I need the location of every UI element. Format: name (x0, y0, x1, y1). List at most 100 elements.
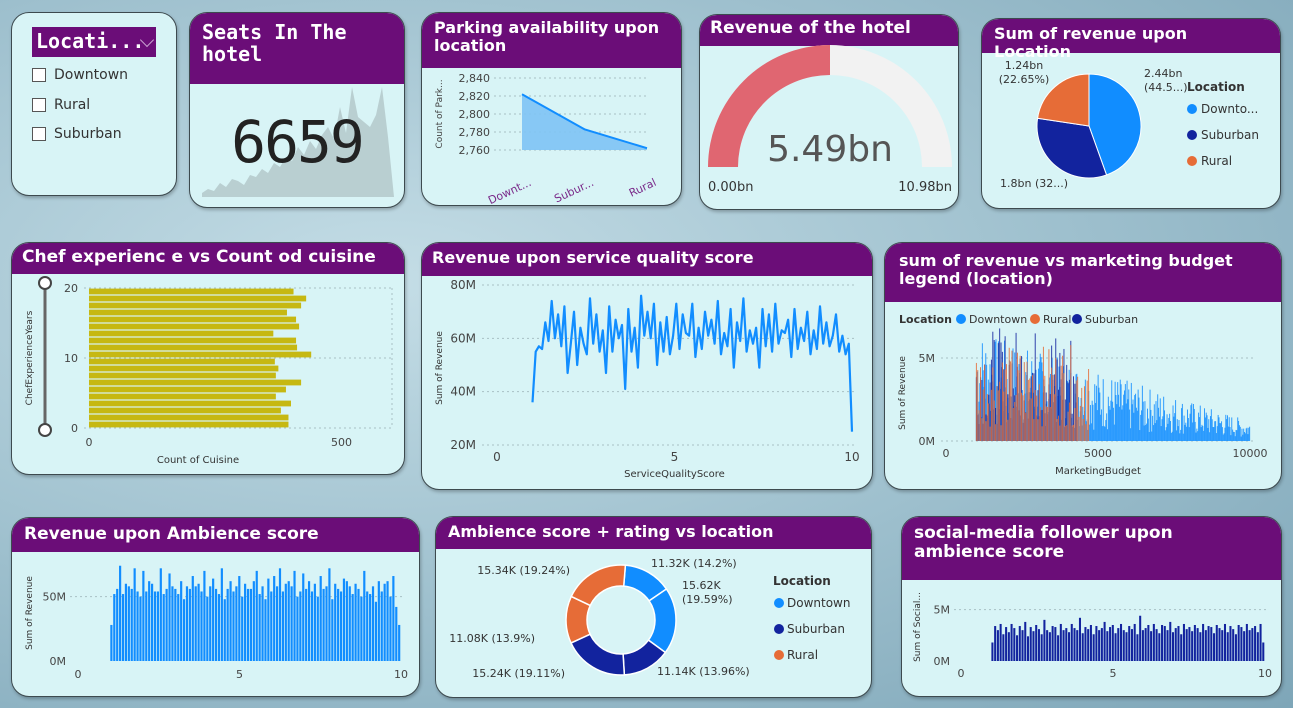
line-series (531, 294, 854, 432)
bar (1087, 629, 1090, 661)
bar (383, 583, 386, 661)
ambience-donut-chart[interactable]: 11.32K (14.2%) 15.62K(19.59%) 11.14K (13.9… (436, 517, 872, 698)
seats-card: Seats In The hotel 6659 (189, 12, 405, 208)
bar (113, 594, 116, 661)
legend-title: Location (773, 574, 831, 588)
legend-entry: Suburban (1201, 128, 1259, 142)
bar (307, 581, 311, 661)
social-bar-chart[interactable]: 5M 0M 0 5 10 Sum of Social... (902, 517, 1282, 697)
x-axis-label: Count of Cuisine (157, 455, 239, 466)
slicer-header[interactable]: Locati... (32, 27, 156, 57)
bar (281, 591, 284, 661)
bar (1223, 623, 1227, 661)
y-axis-label: Count of Park... (435, 79, 445, 148)
bar (1177, 626, 1180, 661)
bar (1158, 633, 1161, 661)
bar (136, 591, 139, 661)
data-label: 15.24K (19.11%) (472, 667, 565, 680)
bar (150, 583, 154, 661)
checkbox[interactable] (32, 68, 46, 82)
bar (1180, 634, 1183, 661)
bar (145, 591, 148, 661)
bar (185, 586, 189, 661)
bar (203, 570, 206, 661)
data-label: 2.44bn (1144, 67, 1182, 80)
chef-bar-chart[interactable]: 0 500 20 10 0 Count of Cuisine ChefExperienceY… (12, 243, 405, 475)
bar (1054, 627, 1057, 661)
bar (366, 591, 369, 661)
legend-entry: Suburban (1085, 313, 1138, 326)
bar (290, 586, 293, 661)
y-tick-label: 60M (450, 331, 476, 345)
data-label: 1.24bn (1005, 59, 1043, 72)
legend-marker (1072, 314, 1082, 324)
bar (1232, 629, 1235, 661)
bar (206, 596, 209, 661)
y-tick-label: 80M (450, 278, 476, 292)
marketing-bar-chart[interactable]: Location Downtown Rural Suburban 5M 0M 0 5000 10… (885, 243, 1282, 490)
y-tick-label: 0M (919, 435, 936, 448)
revenue-pie-chart[interactable]: 2.44bn(44.5...) 1.24bn(22.65%) 1.8bn (32..… (982, 19, 1281, 209)
slicer-option-rural[interactable]: Rural (32, 97, 90, 113)
bar (168, 573, 171, 661)
bar (1078, 617, 1082, 661)
pie-slice (1088, 73, 1142, 176)
bar (1068, 632, 1071, 661)
legend-marker (774, 650, 784, 660)
bar (89, 302, 302, 309)
bar (162, 594, 165, 661)
bar (1218, 628, 1221, 661)
data-label: (44.5...) (1144, 81, 1188, 94)
bar (1119, 623, 1123, 661)
revenue-gauge[interactable]: 5.49bn 0.00bn 10.98bn (700, 15, 959, 210)
bar (1152, 623, 1155, 661)
bar (999, 623, 1002, 661)
bar (1169, 621, 1172, 661)
checkbox[interactable] (32, 127, 46, 141)
bar (310, 591, 314, 661)
x-tick-label: 0 (86, 436, 93, 449)
y-tick-label: 2,780 (459, 126, 491, 139)
slicer-option-downtown[interactable]: Downtown (32, 67, 128, 83)
x-axis-label: MarketingBudget (1055, 466, 1141, 477)
x-tick-label: 10000 (1233, 447, 1268, 460)
bar (354, 583, 357, 661)
seats-value: 6659 (231, 108, 365, 176)
checkbox[interactable] (32, 98, 46, 112)
bar (1234, 634, 1237, 661)
bar (110, 624, 113, 661)
legend-marker (1187, 130, 1197, 140)
bar (1155, 629, 1158, 661)
card-title: Ambience score + rating vs location (436, 517, 871, 549)
legend-title: Location (899, 313, 952, 326)
slicer-option-suburban[interactable]: Suburban (32, 126, 122, 142)
legend-entry: Downtown (787, 596, 850, 610)
bar (191, 576, 194, 661)
bar (1243, 631, 1246, 661)
service-line-chart[interactable]: 80M 60M 40M 20M 0 5 10 ServiceQualityScore Sum o… (422, 243, 873, 490)
card-title: sum of revenue vs marketing budget legen… (885, 243, 1281, 302)
ambience-bar-chart[interactable]: 50M 0M 0 5 10 Sum of Revenue (12, 518, 420, 697)
x-tick-label: 0 (75, 668, 82, 681)
parking-area-chart[interactable]: 2,840 2,820 2,800 2,780 2,760 Count of Park..… (422, 13, 682, 206)
y-axis-label: Sum of Revenue (435, 331, 445, 405)
bar (1141, 630, 1144, 661)
bar (316, 596, 319, 661)
legend-marker (1187, 104, 1197, 114)
bar (1002, 634, 1005, 661)
pie-card: Sum of revenue upon Location 2.44bn (44.5… (981, 18, 1281, 209)
bar (89, 344, 298, 351)
bar (302, 573, 305, 661)
bar (121, 594, 125, 661)
x-tick-label: Rural (627, 176, 658, 200)
bar (197, 583, 200, 661)
bar (1122, 630, 1125, 661)
option-label: Suburban (54, 126, 122, 142)
sparkline-background (202, 87, 394, 197)
data-label: (19.59%) (682, 593, 733, 606)
bar (331, 599, 334, 661)
bar (153, 591, 157, 661)
bar (994, 626, 997, 661)
bar (1114, 633, 1117, 661)
bar (1062, 630, 1065, 661)
